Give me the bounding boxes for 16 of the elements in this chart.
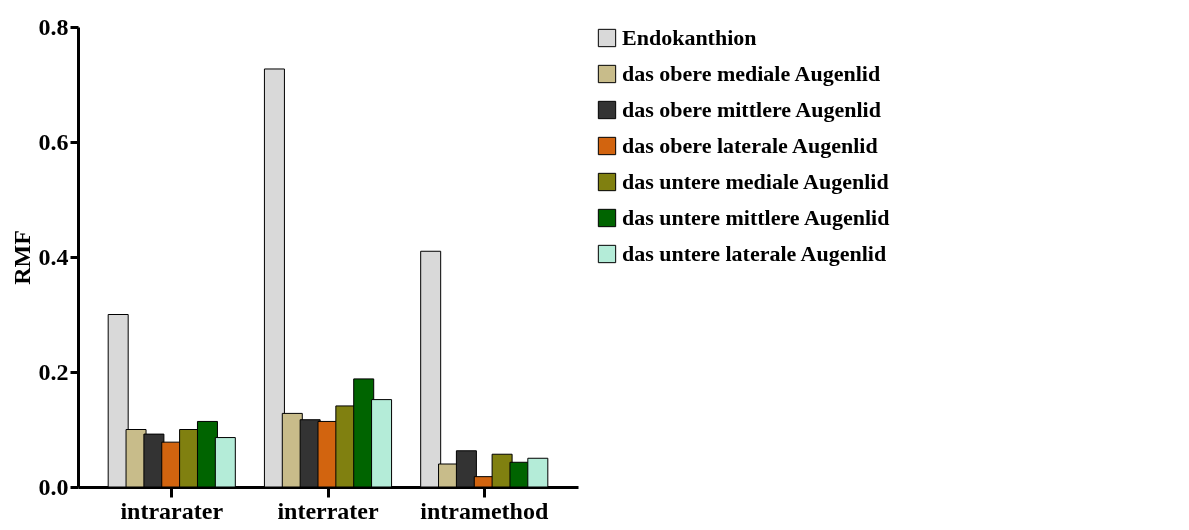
legend-label: das untere mediale Augenlid [622, 169, 889, 194]
y-tick-label: 0.4 [38, 243, 69, 270]
legend-label: das obere mittlere Augenlid [622, 97, 881, 122]
legend-label: das untere mittlere Augenlid [622, 205, 890, 230]
legend-label: Endokanthion [622, 25, 757, 50]
x-tick-label: interrater [277, 497, 379, 524]
legend-label: das untere laterale Augenlid [622, 241, 887, 266]
y-tick-label: 0.0 [38, 473, 69, 500]
x-tick-label: intramethod [420, 497, 549, 524]
y-axis-title: RMF [8, 230, 35, 285]
x-tick-label: intrarater [120, 497, 224, 524]
legend-label: das obere mediale Augenlid [622, 61, 881, 86]
y-tick-label: 0.8 [38, 13, 69, 40]
legend-label: das obere laterale Augenlid [622, 133, 878, 158]
y-tick-label: 0.6 [38, 128, 69, 155]
y-tick-label: 0.2 [38, 358, 69, 385]
